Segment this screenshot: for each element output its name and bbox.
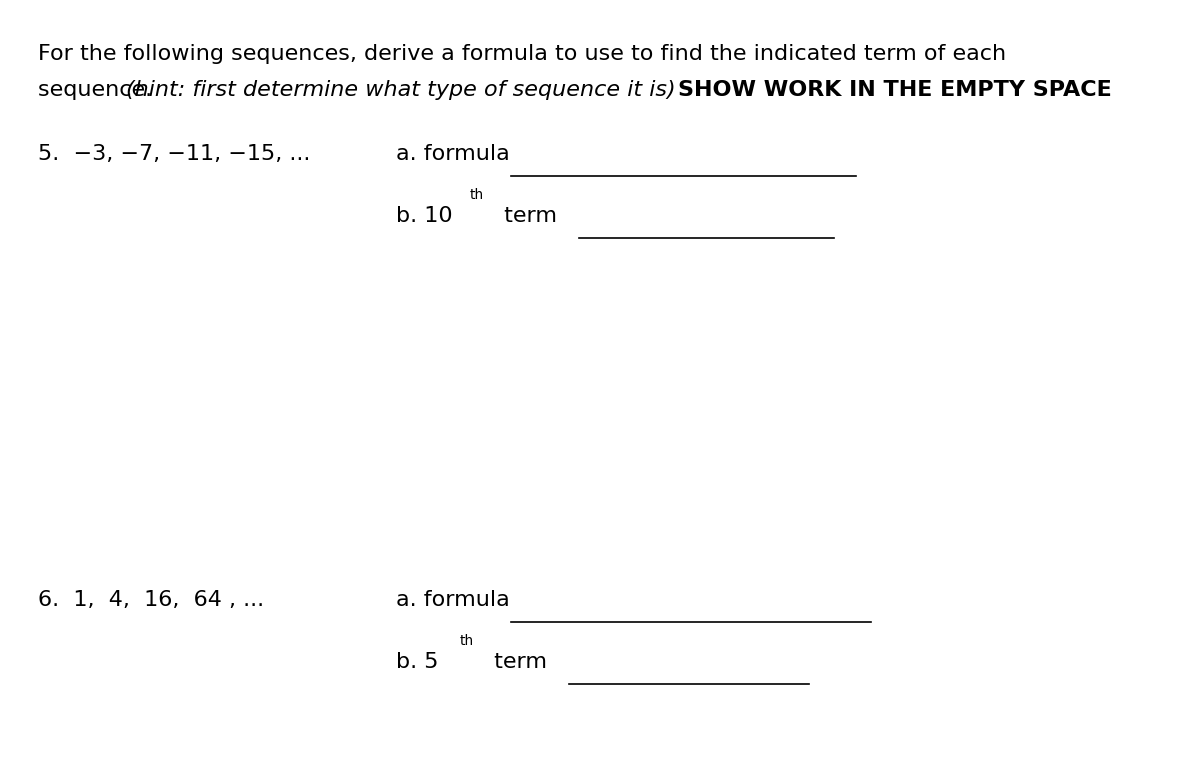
- Text: a. formula: a. formula: [396, 590, 510, 610]
- Text: b. 10: b. 10: [396, 206, 452, 226]
- Text: a. formula: a. formula: [396, 144, 510, 164]
- Text: term: term: [487, 652, 554, 672]
- Text: (hint: first determine what type of sequence it is): (hint: first determine what type of sequ…: [126, 80, 683, 100]
- Text: 6.  1,  4,  16,  64 , ...: 6. 1, 4, 16, 64 , ...: [38, 590, 264, 610]
- Text: th: th: [460, 634, 474, 648]
- Text: term: term: [497, 206, 557, 226]
- Text: 5.  −3, −7, −11, −15, ...: 5. −3, −7, −11, −15, ...: [38, 144, 311, 164]
- Text: SHOW WORK IN THE EMPTY SPACE: SHOW WORK IN THE EMPTY SPACE: [678, 80, 1112, 100]
- Text: th: th: [470, 188, 484, 202]
- Text: For the following sequences, derive a formula to use to find the indicated term : For the following sequences, derive a fo…: [38, 44, 1006, 64]
- Text: sequence.: sequence.: [38, 80, 160, 100]
- Text: b. 5: b. 5: [396, 652, 438, 672]
